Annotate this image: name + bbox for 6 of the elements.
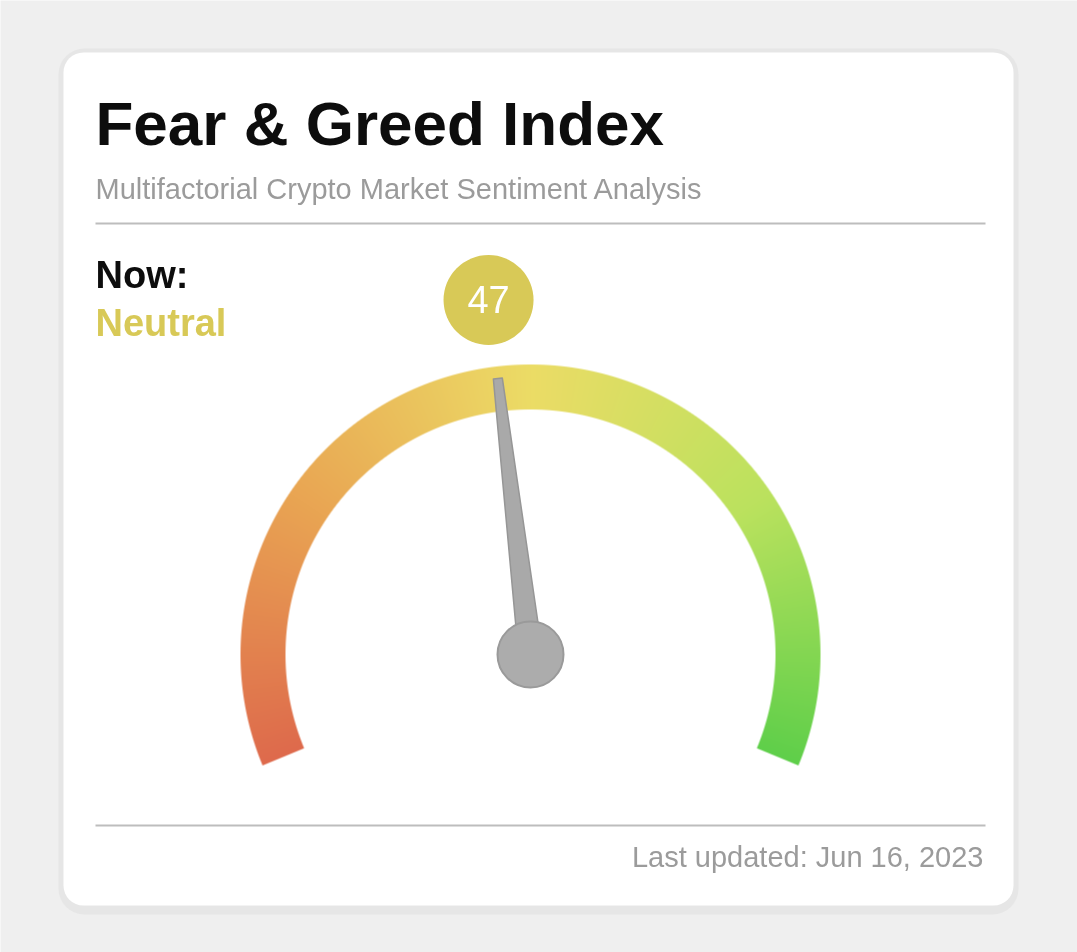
text: Fear & Greed Index	[95, 89, 665, 159]
text: Last updated: Jun 16, 2023	[631, 840, 984, 873]
text: Multifactorial Crypto Market Sentiment Analysis	[95, 172, 702, 205]
text: Neutral	[95, 302, 227, 345]
data-label: 47	[467, 279, 510, 322]
text: Now:	[95, 254, 189, 297]
